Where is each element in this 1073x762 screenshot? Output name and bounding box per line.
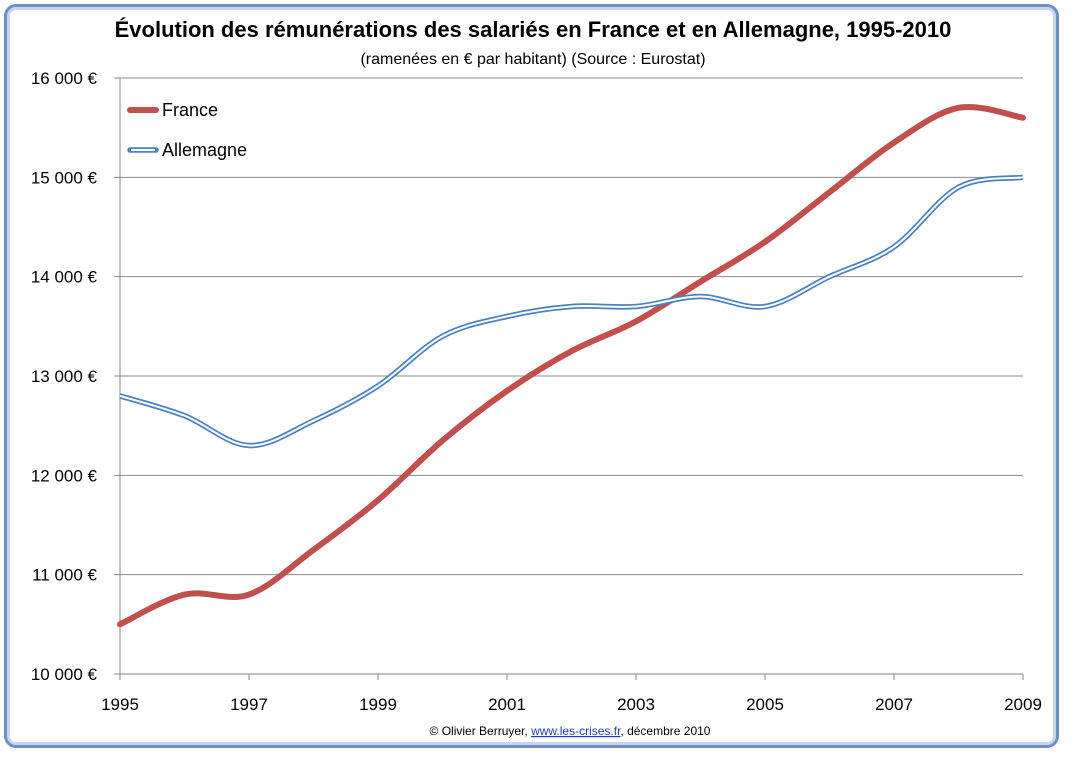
- y-tick-label: 16 000 €: [31, 69, 98, 88]
- chart-title: Évolution des rémunérations des salariés…: [115, 17, 952, 42]
- x-tick-label: 2005: [746, 695, 784, 714]
- x-tick-label: 1997: [230, 695, 268, 714]
- y-tick-label: 10 000 €: [31, 665, 98, 684]
- x-tick-label: 1999: [359, 695, 397, 714]
- legend-label-allemagne: Allemagne: [162, 140, 247, 160]
- series-line-allemagne-inner: [119, 176, 1024, 447]
- series-line-allemagne: [119, 174, 1024, 449]
- y-tick-label: 11 000 €: [32, 566, 97, 585]
- credit-suffix: , décembre 2010: [620, 724, 710, 738]
- credit-prefix: © Olivier Berruyer,: [430, 724, 532, 738]
- credit-line: © Olivier Berruyer, www.les-crises.fr, d…: [430, 724, 711, 738]
- series-line-france: [117, 103, 1026, 628]
- x-tick-label: 2007: [875, 695, 913, 714]
- credit-link[interactable]: www.les-crises.fr: [530, 724, 621, 738]
- y-tick-label: 14 000 €: [31, 268, 98, 287]
- series-lines: [117, 103, 1026, 628]
- x-tick-label: 2009: [1004, 695, 1042, 714]
- axes: 10 000 € 11 000 € 12 000 € 13 000 € 14 000 €…: [31, 69, 1042, 714]
- legend-label-france: France: [162, 100, 218, 120]
- series-line-allemagne-outline: [119, 174, 1024, 449]
- y-tick-label: 15 000 €: [31, 168, 98, 187]
- y-tick-label: 12 000 €: [31, 466, 98, 485]
- gridlines: [120, 77, 1023, 576]
- x-tick-label: 2003: [617, 695, 655, 714]
- x-tick-label: 2001: [488, 695, 526, 714]
- legend: France Allemagne: [127, 100, 247, 160]
- y-tick-label: 13 000 €: [31, 367, 98, 386]
- chart-subtitle: (ramenées en € par habitant) (Source : E…: [360, 51, 705, 68]
- chart-frame: [4, 4, 1059, 748]
- x-tick-label: 1995: [101, 695, 139, 714]
